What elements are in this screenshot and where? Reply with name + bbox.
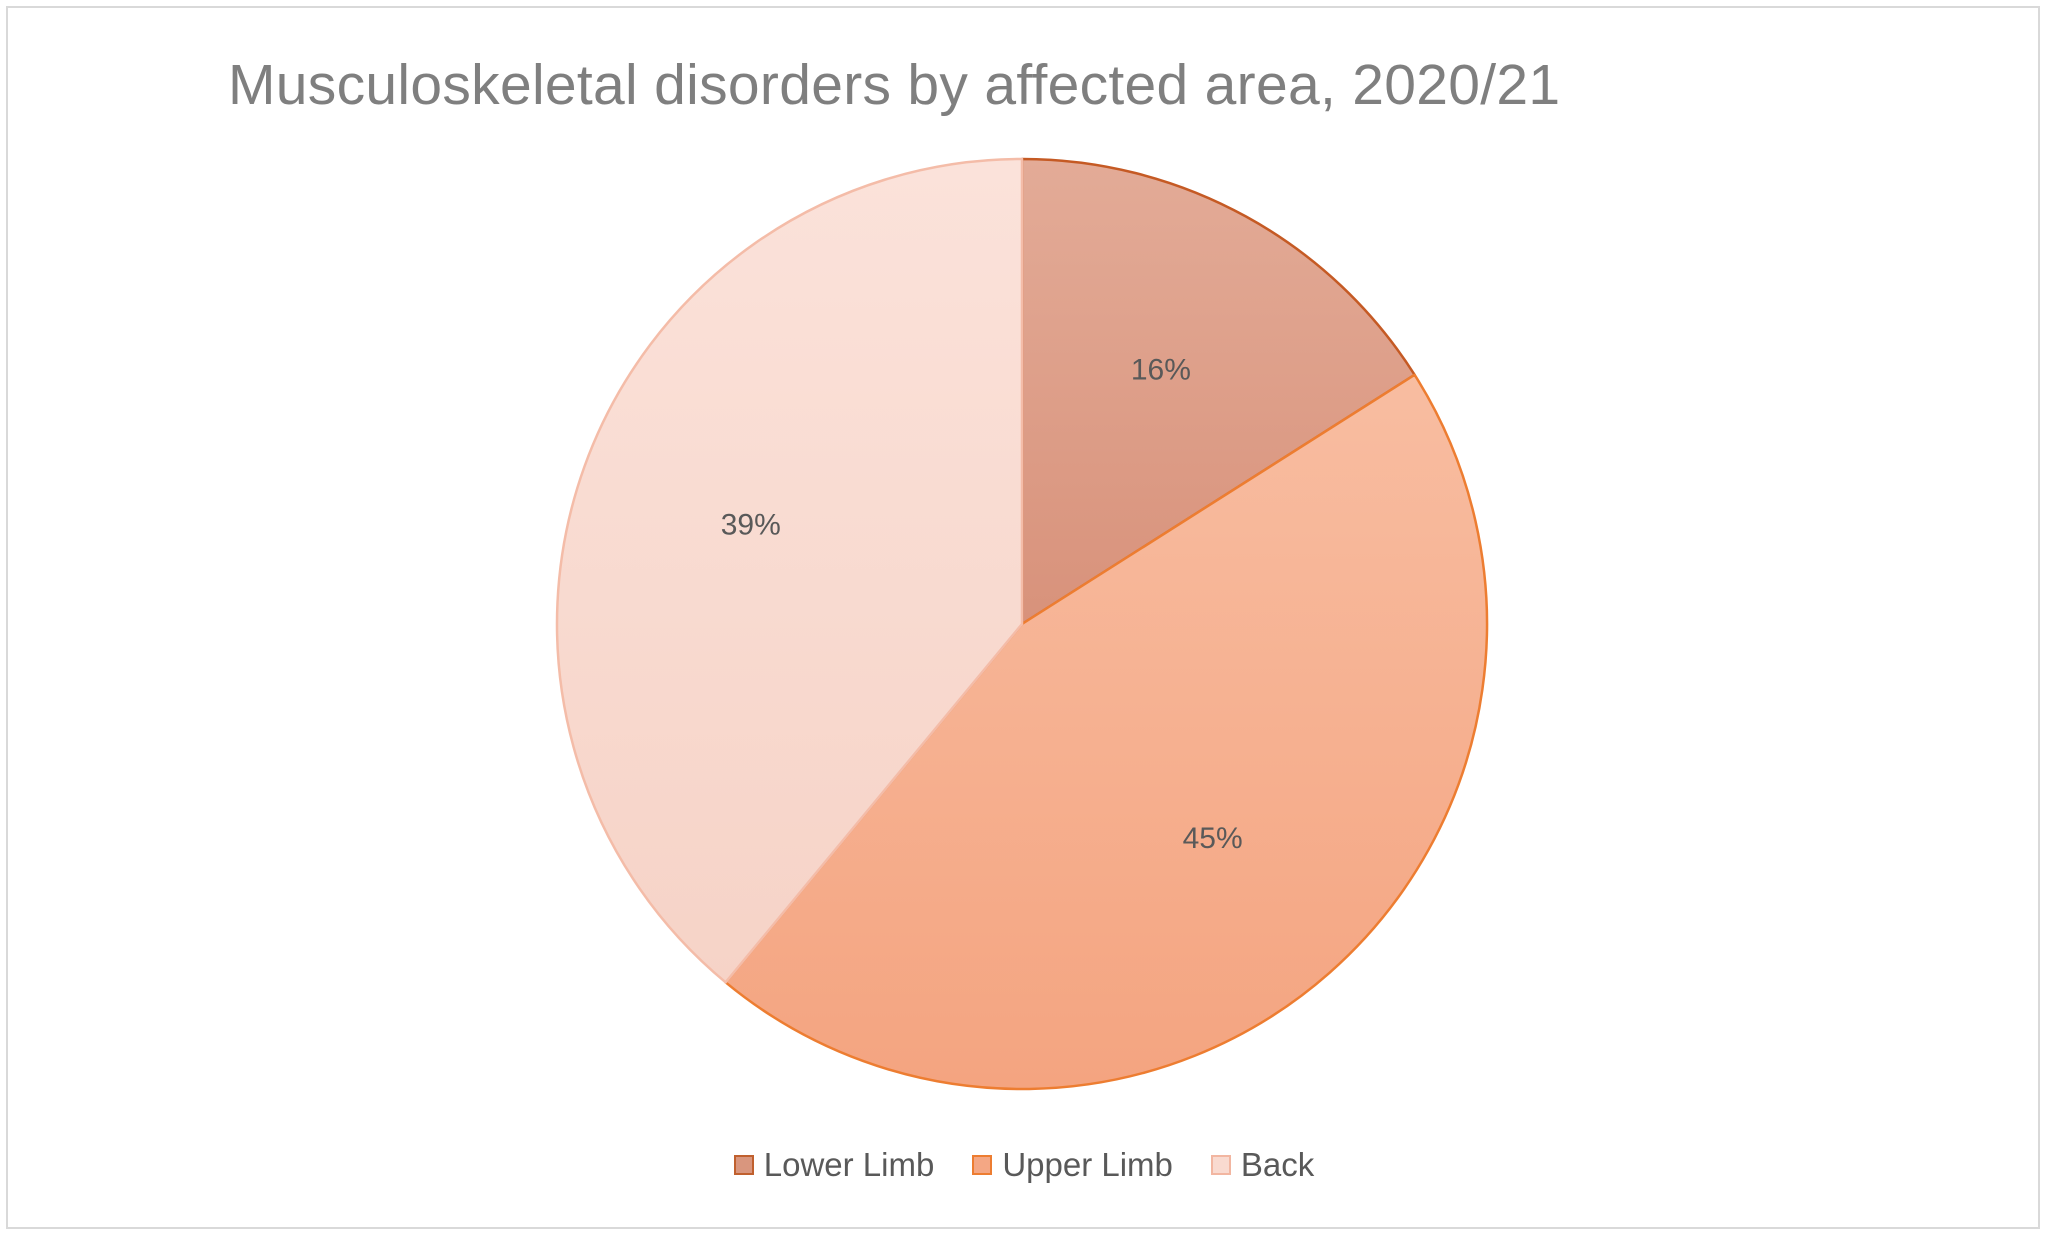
data-label-lower-limb: 16%	[1131, 353, 1191, 386]
pie-slice-back	[555, 157, 1024, 984]
pie-data-labels: 16% 45% 39%	[721, 353, 1243, 855]
legend-swatch	[1210, 1155, 1231, 1175]
legend-label: Back	[1240, 1146, 1315, 1183]
legend-item-lower-limb: Lower Limb	[733, 1146, 935, 1184]
legend-label: Upper Limb	[1002, 1146, 1173, 1183]
data-label-upper-limb: 45%	[1183, 822, 1243, 855]
pie-slice-lower-limb	[1020, 157, 1416, 626]
pie-slices	[555, 157, 1489, 1091]
pie-slice-upper-limb	[724, 373, 1489, 1091]
legend-item-upper-limb: Upper Limb	[972, 1146, 1173, 1184]
legend-swatch	[733, 1155, 754, 1175]
chart-title: Musculoskeletal disorders by affected ar…	[228, 53, 1561, 117]
legend: Lower Limb Upper Limb Back	[0, 1146, 2048, 1184]
legend-label: Lower Limb	[763, 1146, 935, 1183]
data-label-back: 39%	[721, 508, 781, 541]
legend-item-back: Back	[1210, 1146, 1315, 1184]
legend-swatch	[972, 1155, 993, 1175]
